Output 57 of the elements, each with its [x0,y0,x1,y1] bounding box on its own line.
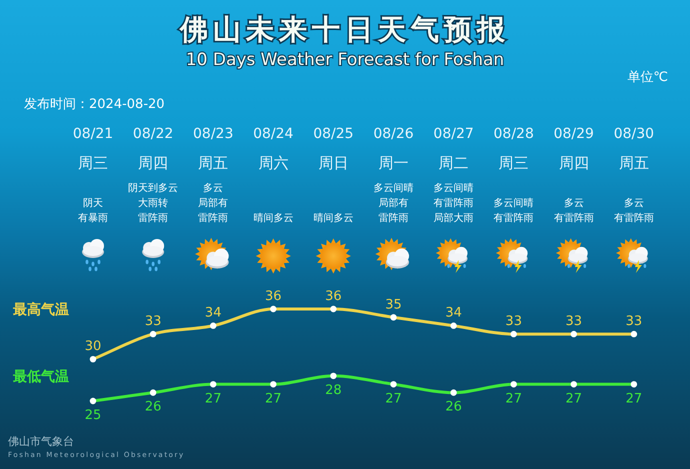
data-label: 27 [265,391,282,406]
chart-subtitle: 10 Days Weather Forecast for Foshan [186,50,504,70]
text: 佛山市气象台 [8,435,74,448]
text: 阴天到多云大雨转雷阵雨 [128,182,178,224]
data-label: 30 [84,339,102,354]
data-label: 33 [144,314,162,330]
text: 周四 [558,154,589,172]
data-label: 27 [566,391,582,406]
x-tick-label: 08/28 [494,126,534,142]
x-tick-label: 08/21 [72,126,114,142]
text: 多云有雷阵雨 [554,197,594,224]
text: 多云间晴局部有雷阵雨 [374,182,414,224]
data-label: 33 [626,314,642,330]
x-tick-label: 08/29 [554,126,594,142]
text: 周五 [618,154,649,172]
text: 周三 [78,154,108,172]
x-tick-label: 08/30 [614,126,654,142]
data-label: 27 [505,391,522,406]
text: 周四 [138,154,168,172]
data-label: 33 [566,314,582,330]
series-label: 最低气温 [12,368,69,385]
text: 发布时间：2024-08-20 [24,97,165,112]
x-tick-label: 08/23 [193,126,234,142]
data-label: 25 [84,408,102,423]
x-tick-label: 08/27 [433,126,474,142]
data-label: 27 [385,391,402,406]
data-label: 26 [144,400,162,415]
data-label: 27 [204,391,222,406]
text: 晴间多云 [253,212,294,224]
data-label: 26 [445,400,462,415]
text: 多云局部有雷阵雨 [198,182,228,224]
data-label: 36 [325,289,342,304]
text: 多云间晴有雷阵雨 [494,197,534,224]
data-label: 34 [445,306,462,321]
text: 多云有雷阵雨 [614,197,654,224]
data-label: 34 [204,306,222,321]
x-tick-label: 08/25 [313,126,354,142]
text: 晴间多云 [313,212,354,224]
x-tick-label: 08/24 [253,126,294,142]
x-tick-label: 08/22 [132,126,174,142]
text: 周六 [258,154,288,172]
text: 最高气温 [12,301,69,318]
text: 周三 [498,154,529,172]
text: 多云间晴有雷阵雨局部大雨 [434,182,474,224]
data-label: 27 [626,391,642,406]
text: 周二 [438,154,469,172]
data-label: 35 [385,297,402,312]
x-tick-label: 08/26 [373,126,414,142]
text: 阴天有暴雨 [78,198,108,224]
data-label: 36 [265,289,282,304]
text: 周五 [198,154,228,172]
chart-title: 佛山未来十日天气预报 [179,13,510,46]
data-label: 33 [505,314,522,330]
text: 单位℃ [627,70,668,85]
text: 周日 [318,154,348,172]
text: 周一 [378,154,408,172]
data-label: 28 [325,382,342,398]
